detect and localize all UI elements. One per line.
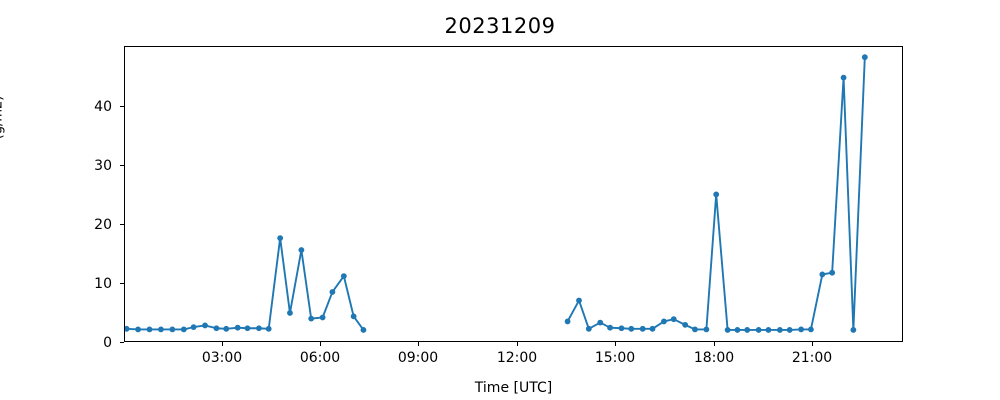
- y-tick-label-20: 20: [94, 217, 112, 233]
- data-point: [564, 318, 571, 325]
- y-tick-mark-30: [120, 165, 124, 167]
- data-point: [724, 327, 731, 333]
- data-point: [744, 327, 751, 333]
- data-point: [755, 327, 762, 333]
- data-point: [298, 247, 305, 253]
- x-tick-label-1200: 12:00: [496, 350, 538, 366]
- data-point: [661, 318, 667, 325]
- page-title: 20231209: [444, 14, 556, 38]
- data-point: [840, 74, 847, 81]
- data-point: [277, 235, 284, 242]
- x-tick-mark-1800: [714, 342, 716, 346]
- plot-area: [124, 46, 903, 342]
- data-point: [682, 321, 689, 328]
- data-point: [190, 324, 197, 331]
- data-point: [628, 325, 635, 332]
- x-tick-label-0900: 09:00: [397, 350, 439, 366]
- data-point: [734, 327, 741, 333]
- data-point: [670, 316, 677, 323]
- data-point: [202, 322, 208, 329]
- data-point: [639, 325, 646, 332]
- x-tick-mark-1500: [615, 342, 617, 346]
- data-point: [350, 313, 357, 320]
- x-tick-label-2100: 21:00: [791, 350, 833, 366]
- x-tick-label-1500: 15:00: [594, 350, 636, 366]
- data-point: [861, 54, 868, 61]
- data-point: [234, 324, 241, 331]
- x-tick-label-1800: 18:00: [693, 350, 735, 366]
- y-tick-mark-40: [120, 106, 124, 108]
- data-point: [808, 326, 814, 333]
- data-point: [340, 273, 347, 279]
- data-point: [850, 327, 857, 333]
- data-point: [607, 324, 613, 331]
- x-tick-label-0300: 03:00: [201, 350, 243, 366]
- data-point: [649, 325, 656, 332]
- x-tick-mark-0900: [418, 342, 420, 346]
- data-point: [135, 326, 141, 333]
- data-plot: [125, 54, 868, 333]
- data-point: [765, 327, 772, 333]
- data-point: [319, 314, 326, 321]
- data-point: [169, 326, 176, 333]
- data-point: [256, 325, 262, 332]
- x-tick-mark-1200: [517, 342, 519, 346]
- data-point: [618, 325, 625, 332]
- y-tick-label-10: 10: [94, 276, 112, 292]
- data-point: [360, 327, 367, 333]
- data-point: [329, 289, 336, 295]
- data-point: [786, 327, 793, 333]
- data-point: [692, 326, 698, 333]
- data-point: [585, 325, 592, 332]
- data-point: [703, 326, 710, 333]
- y-tick-mark-20: [120, 224, 124, 226]
- x-tick-mark-0300: [222, 342, 224, 346]
- data-point: [146, 326, 153, 333]
- data-point: [244, 325, 251, 332]
- data-point: [223, 325, 230, 332]
- data-point: [308, 315, 315, 322]
- data-point: [597, 319, 604, 326]
- y-tick-label-30: 30: [94, 158, 112, 174]
- data-point: [713, 191, 720, 198]
- data-point: [180, 326, 187, 333]
- x-tick-mark-2100: [812, 342, 814, 346]
- y-tick-label-40: 40: [94, 99, 112, 115]
- x-tick-label-0600: 06:00: [299, 350, 341, 366]
- y-tick-label-0: 0: [103, 335, 112, 351]
- data-point: [776, 327, 783, 333]
- data-point: [819, 271, 826, 278]
- data-point: [576, 297, 582, 304]
- x-tick-mark-0600: [320, 342, 322, 346]
- x-axis-label: Time [UTC]: [474, 380, 553, 396]
- y-tick-mark-10: [120, 283, 124, 285]
- series-line-0: [125, 237, 365, 331]
- line-series-group: [125, 54, 868, 333]
- data-point: [798, 326, 805, 333]
- data-point: [158, 326, 164, 333]
- data-point: [265, 325, 272, 332]
- data-point: [125, 325, 130, 332]
- y-tick-mark-0: [120, 342, 124, 344]
- data-point: [213, 325, 220, 332]
- data-point: [287, 310, 293, 316]
- data-point: [829, 269, 836, 276]
- y-axis-label: (g/m2): [0, 95, 6, 140]
